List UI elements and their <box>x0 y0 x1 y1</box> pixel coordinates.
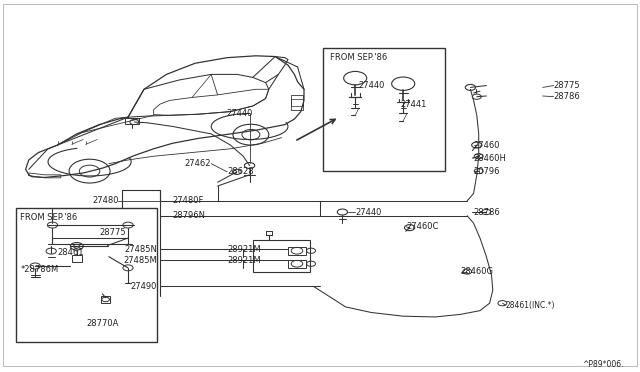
Bar <box>288 247 306 255</box>
Text: 28770A: 28770A <box>86 319 119 328</box>
Text: 28796N: 28796N <box>173 211 206 220</box>
Text: 28461(INC.*): 28461(INC.*) <box>506 301 555 310</box>
Bar <box>323 48 445 171</box>
Text: 27485N: 27485N <box>124 245 157 254</box>
Text: 27440: 27440 <box>358 81 385 90</box>
Text: 28775: 28775 <box>554 81 580 90</box>
Text: FROM SEP.'86: FROM SEP.'86 <box>20 213 77 222</box>
Text: 28786: 28786 <box>474 208 500 217</box>
Text: 27440: 27440 <box>227 109 253 118</box>
Text: 28921M: 28921M <box>227 256 261 265</box>
Text: 27460C: 27460C <box>406 222 439 231</box>
Bar <box>72 255 82 262</box>
Text: 27480: 27480 <box>92 196 118 205</box>
Text: 27485M: 27485M <box>123 256 157 265</box>
Text: 28786: 28786 <box>554 92 580 101</box>
Bar <box>288 260 306 268</box>
Text: 27480F: 27480F <box>173 196 204 205</box>
Bar <box>16 208 157 342</box>
Text: 28461: 28461 <box>58 248 84 257</box>
Text: 28460G: 28460G <box>461 267 494 276</box>
Text: 28628: 28628 <box>227 167 254 176</box>
Bar <box>125 118 139 124</box>
Text: 20796: 20796 <box>474 167 500 176</box>
Text: FROM SEP.'86: FROM SEP.'86 <box>330 53 387 62</box>
Text: *28786M: *28786M <box>20 265 59 274</box>
Text: 27440: 27440 <box>355 208 381 217</box>
Text: 27441: 27441 <box>400 100 426 109</box>
Bar <box>291 99 303 106</box>
Text: 27490: 27490 <box>131 282 157 291</box>
Text: 28775: 28775 <box>99 228 126 237</box>
Text: 28460H: 28460H <box>474 154 506 163</box>
Bar <box>253 240 310 272</box>
Text: 27462: 27462 <box>185 159 211 168</box>
Text: 27460: 27460 <box>474 141 500 150</box>
Text: ^P89*006.: ^P89*006. <box>582 360 624 369</box>
Bar <box>101 296 110 303</box>
Text: 28921M: 28921M <box>227 245 261 254</box>
Bar <box>291 95 303 110</box>
